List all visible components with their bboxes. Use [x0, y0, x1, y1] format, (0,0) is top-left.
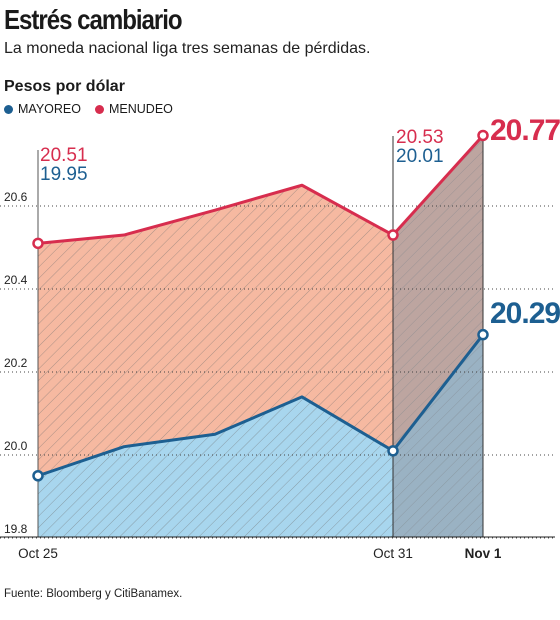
label-oct31-mayoreo: 20.01 — [396, 146, 444, 167]
highlight-shade — [393, 135, 483, 537]
y-tick-label-20.4: 20.4 — [4, 273, 28, 287]
chart-subtitle: La moneda nacional liga tres semanas de … — [4, 40, 371, 57]
label-end-menudeo: 20.77 — [490, 114, 560, 147]
x-tick-nov1: Nov 1 — [465, 546, 502, 561]
y-tick-label-20.0: 20.0 — [4, 439, 28, 453]
point-mayoreo-4 — [387, 445, 399, 457]
chart-title: Estrés cambiario — [4, 4, 183, 35]
y-tick-label-20.2: 20.2 — [4, 356, 28, 370]
area-spread-hatch — [38, 135, 483, 476]
point-mayoreo-0 — [32, 470, 44, 482]
legend-item-mayoreo: MAYOREO — [4, 102, 81, 116]
x-tick-oct31: Oct 31 — [373, 546, 413, 561]
line-mayoreo — [37, 333, 485, 478]
legend-swatch-menudeo — [94, 104, 104, 114]
point-menudeo-5 — [477, 129, 489, 142]
legend-swatch-mayoreo — [4, 104, 13, 114]
unit-label: Pesos por dólar — [4, 78, 125, 95]
legend-item-menudeo: MENUDEO — [94, 102, 173, 116]
legend: MAYOREO MENUDEO — [4, 102, 173, 116]
point-mayoreo-5 — [477, 328, 489, 341]
y-tick-label-19.8: 19.8 — [4, 522, 28, 536]
label-end-mayoreo: 20.29 — [490, 297, 560, 330]
area-mayoreo-hatch — [38, 334, 483, 537]
line-menudeo — [37, 134, 485, 245]
source-note: Fuente: Bloomberg y CitiBanamex. — [4, 588, 183, 600]
legend-label-menudeo: MENUDEO — [108, 102, 173, 116]
point-menudeo-0 — [32, 237, 44, 250]
point-menudeo-4 — [387, 229, 399, 241]
label-start-mayoreo: 19.95 — [40, 164, 88, 185]
label-oct31-menudeo: 20.53 — [396, 127, 444, 148]
label-start-menudeo: 20.51 — [40, 145, 88, 166]
y-tick-label-20.6: 20.6 — [4, 190, 28, 204]
x-tick-oct25: Oct 25 — [18, 546, 58, 561]
legend-label-mayoreo: MAYOREO — [18, 102, 81, 116]
